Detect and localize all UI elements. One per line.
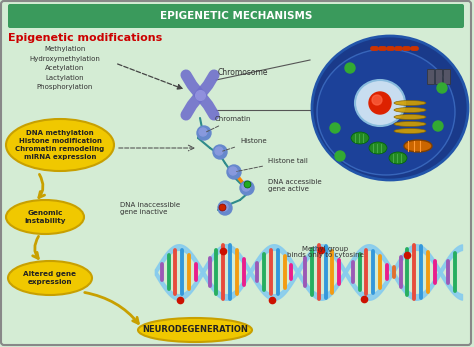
Ellipse shape	[6, 119, 114, 171]
Text: Histone tail: Histone tail	[237, 158, 308, 171]
Circle shape	[218, 201, 232, 215]
Ellipse shape	[6, 200, 84, 234]
Text: Histone: Histone	[223, 138, 266, 151]
FancyBboxPatch shape	[444, 69, 450, 85]
Text: Epigenetic modifications: Epigenetic modifications	[8, 33, 162, 43]
Ellipse shape	[351, 132, 369, 144]
Circle shape	[199, 128, 207, 136]
Circle shape	[227, 165, 241, 179]
Ellipse shape	[394, 101, 426, 105]
Ellipse shape	[389, 152, 407, 164]
Circle shape	[220, 203, 228, 211]
Circle shape	[372, 95, 382, 105]
Text: Chromosome: Chromosome	[218, 68, 268, 76]
Circle shape	[242, 183, 250, 191]
FancyBboxPatch shape	[436, 69, 443, 85]
Ellipse shape	[138, 318, 252, 342]
Ellipse shape	[404, 140, 432, 152]
Ellipse shape	[394, 115, 426, 119]
Circle shape	[330, 123, 340, 133]
Ellipse shape	[394, 108, 426, 112]
FancyBboxPatch shape	[428, 69, 435, 85]
Circle shape	[240, 181, 254, 195]
FancyBboxPatch shape	[8, 4, 464, 28]
Text: Chromatin: Chromatin	[207, 116, 252, 132]
Circle shape	[229, 167, 237, 175]
Text: NEURODEGENERATION: NEURODEGENERATION	[142, 325, 248, 335]
Ellipse shape	[317, 49, 455, 175]
Ellipse shape	[355, 80, 405, 126]
Text: Phosphorylation: Phosphorylation	[37, 84, 93, 90]
Circle shape	[335, 151, 345, 161]
Ellipse shape	[8, 261, 92, 295]
Circle shape	[213, 145, 227, 159]
Circle shape	[433, 121, 443, 131]
Text: Lactylation: Lactylation	[46, 75, 84, 81]
Text: Methylation: Methylation	[44, 46, 86, 52]
Circle shape	[197, 126, 211, 140]
Text: Genomic
instability: Genomic instability	[24, 210, 66, 224]
Ellipse shape	[369, 142, 387, 154]
Circle shape	[437, 83, 447, 93]
Text: DNA accessible
gene active: DNA accessible gene active	[268, 178, 322, 192]
Text: EPIGENETIC MECHANISMS: EPIGENETIC MECHANISMS	[160, 11, 312, 21]
Text: Acetylation: Acetylation	[46, 65, 85, 71]
Text: Altered gene
expression: Altered gene expression	[24, 271, 76, 285]
Text: Hydroxymethylation: Hydroxymethylation	[29, 56, 100, 61]
Circle shape	[369, 92, 391, 114]
Circle shape	[215, 147, 223, 155]
Ellipse shape	[312, 36, 468, 180]
Text: Methyl group
binds only to cytosine: Methyl group binds only to cytosine	[287, 245, 364, 259]
Text: DNA methylation
Histone modification
Chromatin remodeling
miRNA expression: DNA methylation Histone modification Chr…	[15, 130, 105, 160]
Text: DNA inaccessible
gene inactive: DNA inaccessible gene inactive	[120, 202, 180, 214]
Circle shape	[345, 63, 355, 73]
Ellipse shape	[394, 128, 426, 134]
Ellipse shape	[394, 121, 426, 127]
